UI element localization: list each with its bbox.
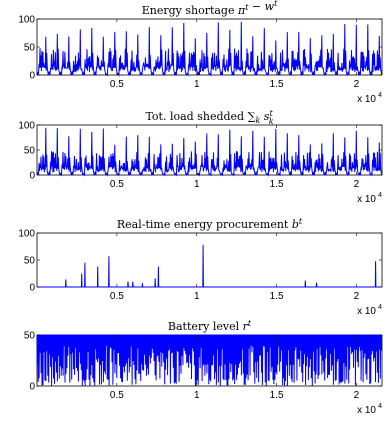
y-tick-label: 50 xyxy=(24,146,36,157)
plot-area xyxy=(36,232,383,288)
x-tick-label: 2 xyxy=(354,79,360,90)
y-tick-label: 0 xyxy=(29,71,35,82)
x-tick-label: 1 xyxy=(194,79,200,90)
plot-area xyxy=(36,18,383,76)
x-axis-multiplier: x 10 xyxy=(357,306,376,317)
x-tick-label: 2 xyxy=(354,291,360,302)
y-tick-label: 50 xyxy=(24,331,36,342)
y-tick-label: 0 xyxy=(29,382,35,393)
chart-panel-2: 0.5 1 1.5 2 0 50 100 x 10 4 Tot. load shedded ∑k … xyxy=(18,109,383,205)
series-line xyxy=(36,334,383,387)
x-tick-label: 1 xyxy=(194,390,200,401)
series-line xyxy=(36,21,383,77)
x-tick-label: 1.5 xyxy=(270,390,284,401)
series-line xyxy=(36,127,383,177)
y-tick-label: 100 xyxy=(18,229,35,240)
x-tick-label: 1.5 xyxy=(270,179,284,190)
x-tick-label: 2 xyxy=(354,390,360,401)
y-tick-label: 50 xyxy=(24,256,36,267)
x-tick-label: 0.5 xyxy=(110,390,124,401)
chart-panel-1: 0.5 1 1.5 2 0 50 100 x 10 4 Energy shortage πt − … xyxy=(18,0,383,105)
chart-title-1: Energy shortage πt − wt xyxy=(142,0,278,17)
x-tick-label: 1.5 xyxy=(270,291,284,302)
x-tick-label: 0.5 xyxy=(110,291,124,302)
chart-panel-3: 0.5 1 1.5 2 0 50 100 x 10 4 Real-time energy proc… xyxy=(18,217,383,317)
chart-title-2: Tot. load shedded ∑k st k xyxy=(145,109,273,126)
y-tick-label: 100 xyxy=(18,15,35,26)
chart-panel-4: 0.5 1 1.5 2 0 50 x 10 4 Battery level rt xyxy=(24,319,383,416)
chart-title-3: Real-time energy procurement bt xyxy=(117,217,303,231)
x-axis-multiplier-exponent: 4 xyxy=(378,92,382,99)
x-tick-label: 1 xyxy=(194,291,200,302)
y-tick-label: 0 xyxy=(29,283,35,294)
y-tick-label: 0 xyxy=(29,171,35,182)
y-tick-label: 50 xyxy=(24,43,36,54)
x-axis-multiplier-exponent: 4 xyxy=(378,192,382,199)
x-tick-label: 0.5 xyxy=(110,79,124,90)
y-tick-label: 100 xyxy=(18,121,35,132)
x-axis-multiplier-exponent: 4 xyxy=(378,304,382,311)
x-tick-label: 0.5 xyxy=(110,179,124,190)
chart-title-4: Battery level rt xyxy=(168,319,252,333)
x-tick-label: 1.5 xyxy=(270,79,284,90)
x-tick-label: 1 xyxy=(194,179,200,190)
x-axis-multiplier: x 10 xyxy=(357,194,376,205)
series-line xyxy=(37,244,382,288)
x-tick-label: 2 xyxy=(354,179,360,190)
x-axis-multiplier-exponent: 4 xyxy=(378,403,382,410)
x-axis-multiplier: x 10 xyxy=(357,405,376,416)
x-axis-multiplier: x 10 xyxy=(357,94,376,105)
